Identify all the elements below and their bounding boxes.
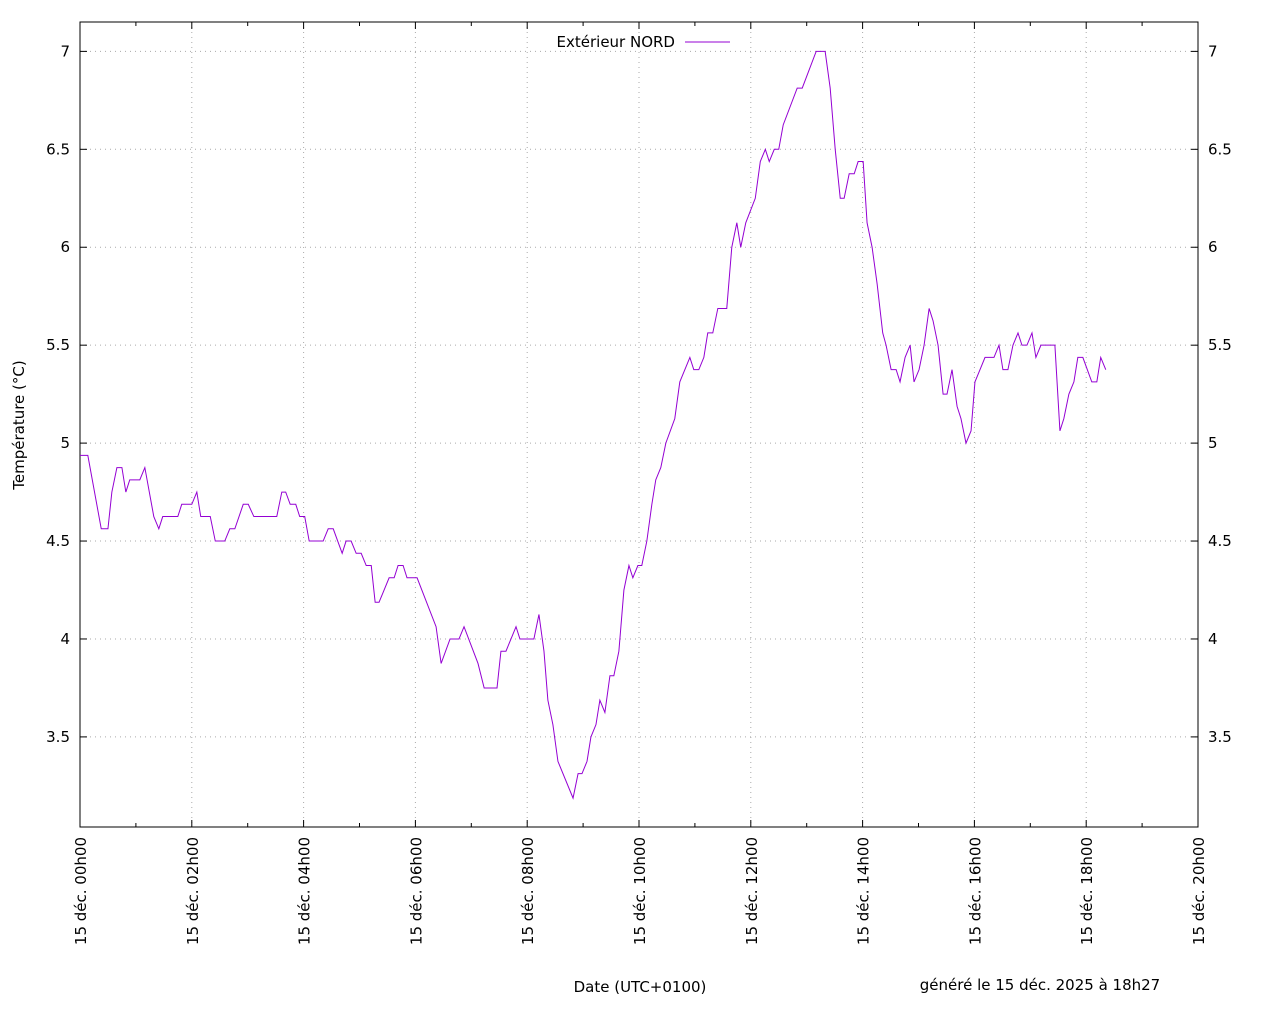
x-tick-label: 15 déc. 00h00 xyxy=(72,837,90,945)
y2-tick-label: 6 xyxy=(1208,238,1218,256)
x-tick-label: 15 déc. 16h00 xyxy=(966,837,984,945)
y2-tick-label: 4.5 xyxy=(1208,532,1232,550)
x-tick-label: 15 déc. 04h00 xyxy=(296,837,314,945)
y-tick-label: 5 xyxy=(60,434,70,452)
y-tick-label: 4.5 xyxy=(46,532,70,550)
y-tick-label: 7 xyxy=(60,42,70,60)
y-axis-label: Température (°C) xyxy=(10,360,28,490)
y-tick-label: 6.5 xyxy=(46,140,70,158)
y2-tick-label: 7 xyxy=(1208,42,1218,60)
y-tick-label: 4 xyxy=(60,630,70,648)
y-tick-label: 3.5 xyxy=(46,728,70,746)
x-tick-label: 15 déc. 18h00 xyxy=(1078,837,1096,945)
plot-frame xyxy=(79,21,1199,828)
data-line xyxy=(80,50,1107,800)
x-axis-label: Date (UTC+0100) xyxy=(574,978,707,996)
y-tick-label: 5.5 xyxy=(46,336,70,354)
y2-tick-label: 6.5 xyxy=(1208,140,1232,158)
legend-label: Extérieur NORD xyxy=(557,33,675,51)
x-tick-label: 15 déc. 12h00 xyxy=(743,837,761,945)
y-tick-label: 6 xyxy=(60,238,70,256)
y2-tick-label: 3.5 xyxy=(1208,728,1232,746)
annotation: généré le 15 déc. 2025 à 18h27 xyxy=(920,976,1160,994)
y2-tick-label: 4 xyxy=(1208,630,1218,648)
y2-tick-label: 5 xyxy=(1208,434,1218,452)
x-tick-label: 15 déc. 02h00 xyxy=(184,837,202,945)
y2-tick-label: 5.5 xyxy=(1208,336,1232,354)
x-tick-label: 15 déc. 08h00 xyxy=(519,837,537,945)
x-tick-label: 15 déc. 06h00 xyxy=(407,837,425,945)
x-tick-label: 15 déc. 10h00 xyxy=(631,837,649,945)
x-tick-label: 15 déc. 20h00 xyxy=(1190,837,1208,945)
x-tick-label: 15 déc. 14h00 xyxy=(855,837,873,945)
